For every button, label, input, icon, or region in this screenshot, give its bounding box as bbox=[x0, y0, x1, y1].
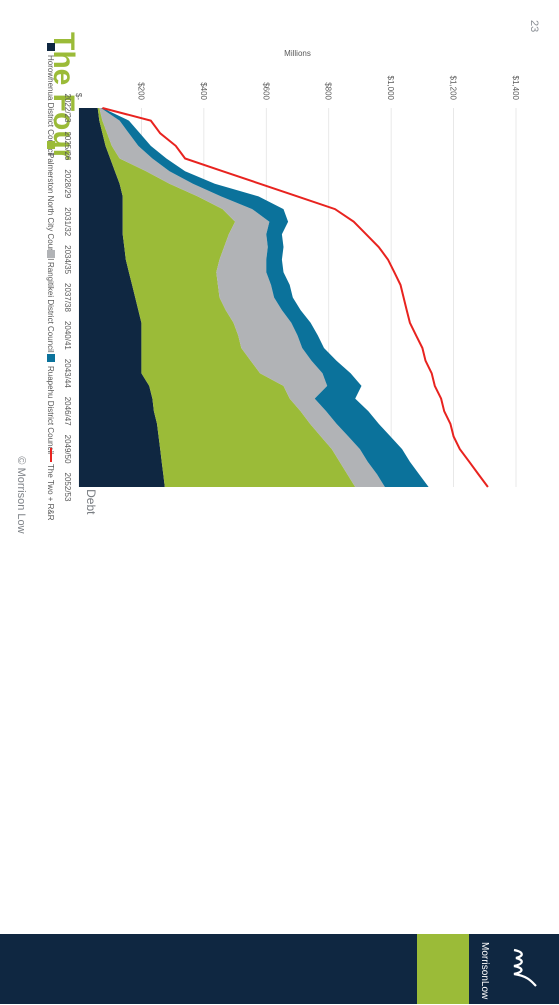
y-tick-label: $1,000 bbox=[386, 76, 395, 101]
morrison-low-logo: MorrisonLow bbox=[474, 938, 554, 1000]
footer-accent-bar bbox=[417, 934, 469, 1004]
area-series bbox=[97, 108, 356, 487]
y-tick-label: $600 bbox=[261, 82, 270, 100]
y-tick-label: $400 bbox=[199, 82, 208, 100]
x-tick-label: 2028/29 bbox=[63, 169, 72, 198]
three-water-debt-chart: The Four Three Water Debt © Morrison Low… bbox=[15, 32, 520, 534]
legend-swatch bbox=[47, 141, 55, 149]
legend-swatch bbox=[47, 250, 55, 258]
x-axis-ticks: 2022/23 2025/26 2028/29 2031/32 2034/35 2037/… bbox=[63, 94, 72, 502]
x-tick-label: 2034/35 bbox=[63, 245, 72, 274]
x-tick-label: 2031/32 bbox=[63, 207, 72, 236]
slide-title: The Four bbox=[47, 32, 80, 161]
y-axis-title: Millions bbox=[284, 49, 311, 58]
stacked-areas bbox=[79, 108, 429, 487]
x-tick-label: 2040/41 bbox=[63, 321, 72, 350]
footer-copyright: © Morrison Low bbox=[15, 456, 27, 533]
legend-swatch bbox=[47, 43, 55, 51]
y-tick-label: $800 bbox=[324, 82, 333, 100]
x-tick-label: 2025/26 bbox=[63, 131, 72, 160]
x-tick-label: 2052/53 bbox=[63, 473, 72, 502]
legend-label: The Two + R&R bbox=[46, 464, 55, 521]
x-tick-label: 2043/44 bbox=[63, 359, 72, 388]
y-tick-label: $200 bbox=[136, 82, 145, 100]
legend-label: Horowhenua District Council bbox=[46, 55, 55, 156]
x-tick-label: 2037/38 bbox=[63, 283, 72, 312]
y-tick-label: $1,400 bbox=[511, 76, 520, 101]
area-series bbox=[99, 108, 385, 487]
line-series bbox=[102, 107, 489, 488]
page-number: 23 bbox=[528, 20, 540, 33]
y-axis-ticks: $- $200 $400 $600 $800 $1,000 $1,200 $1,400 bbox=[74, 76, 520, 101]
y-tick-label: $- bbox=[74, 93, 83, 100]
x-tick-label: 2049/50 bbox=[63, 435, 72, 464]
x-tick-label: 2022/23 bbox=[63, 94, 72, 123]
legend-swatch bbox=[47, 354, 55, 362]
line-the-two-rr bbox=[102, 107, 489, 488]
area-series bbox=[100, 108, 429, 487]
svg-text:MorrisonLow: MorrisonLow bbox=[479, 942, 490, 1000]
y-tick-label: $1,200 bbox=[449, 76, 458, 101]
legend-label: Palmerston North City Council bbox=[46, 153, 55, 260]
legend-label: Ruapehu District Council bbox=[46, 366, 55, 454]
x-tick-label: 2046/47 bbox=[63, 397, 72, 426]
area-series bbox=[79, 108, 165, 487]
legend-label: Rangitikei District Council bbox=[46, 262, 55, 353]
